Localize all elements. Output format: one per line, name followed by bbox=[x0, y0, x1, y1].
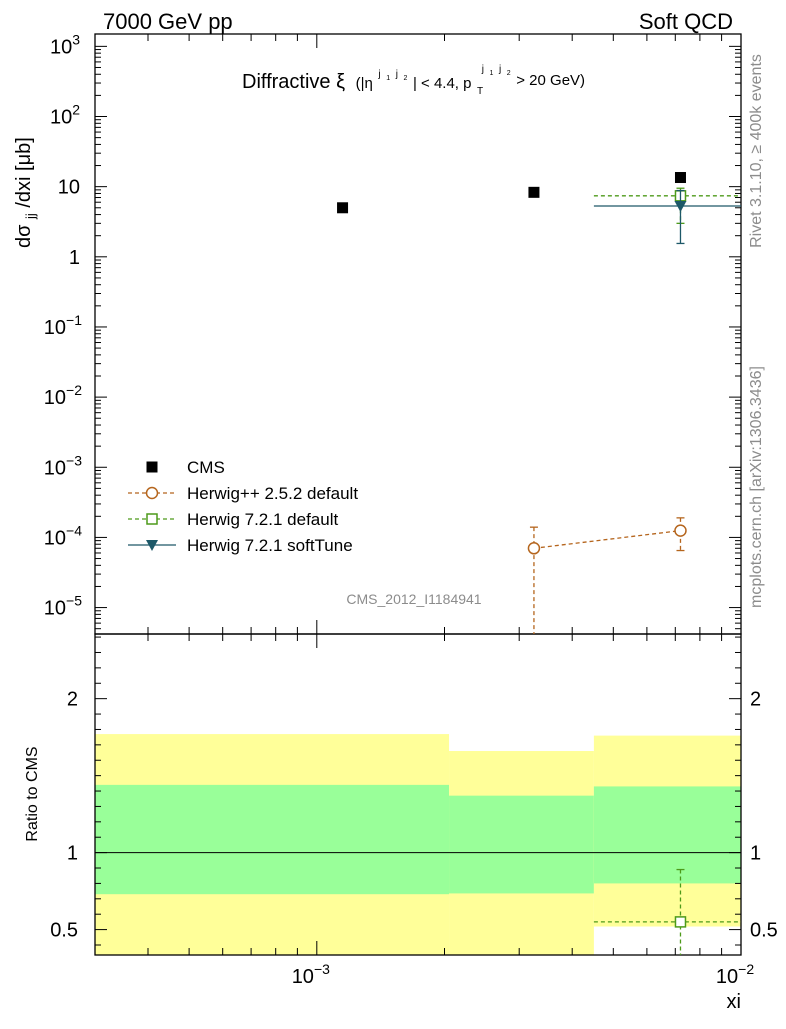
y-tick-label: 103 bbox=[50, 31, 80, 58]
plot-title-sub2: 2 bbox=[403, 75, 407, 82]
y-axis-label: dσ jj /dxi [μb] bbox=[13, 137, 40, 248]
y-tick-label: 10−3 bbox=[44, 452, 82, 479]
legend-entry: Herwig++ 2.5.2 default bbox=[128, 484, 358, 503]
plot-title-sub1: 1 bbox=[386, 75, 390, 82]
header-left: 7000 GeV pp bbox=[103, 9, 233, 34]
header-right: Soft QCD bbox=[639, 9, 733, 34]
ratio-frame bbox=[94, 633, 742, 956]
main-data-point bbox=[674, 172, 686, 184]
y-tick-label: 10−1 bbox=[44, 312, 82, 339]
plot-title-end: > 20 GeV) bbox=[516, 72, 585, 89]
legend: CMS Herwig++ 2.5.2 default Herwig 7.2.1 de… bbox=[128, 458, 358, 555]
ratio-tick-label-left: 1 bbox=[67, 843, 78, 865]
legend-label: CMS bbox=[187, 458, 225, 477]
x-tick-label: 10−2 bbox=[716, 961, 754, 988]
y-tick-label: 10 bbox=[58, 177, 80, 199]
ratio-tick-label-right: 0.5 bbox=[750, 920, 778, 942]
axis-ticks bbox=[94, 34, 742, 955]
plot-title-sub-t: T bbox=[477, 86, 483, 97]
ratio-band-green bbox=[449, 795, 594, 894]
ratio-band-green bbox=[95, 784, 450, 895]
plot-title-sup3: j bbox=[481, 64, 484, 75]
y-axis-label-d: dσ bbox=[13, 224, 35, 248]
y-tick-label: 10−4 bbox=[44, 522, 82, 549]
plot-title-sub3: 1 bbox=[490, 70, 494, 77]
legend-label: Herwig++ 2.5.2 default bbox=[187, 484, 358, 503]
main-data-point bbox=[674, 524, 687, 537]
data-points bbox=[337, 172, 741, 955]
legend-marker bbox=[146, 540, 158, 551]
x-tick-label: 10−3 bbox=[292, 961, 330, 988]
plot-title-sup4: j bbox=[498, 64, 501, 75]
legend-entry: Herwig 7.2.1 softTune bbox=[128, 536, 353, 555]
legend-label: Herwig 7.2.1 default bbox=[187, 510, 338, 529]
legend-marker bbox=[146, 513, 158, 525]
plot-title-main: Diffractive ξ bbox=[242, 71, 345, 93]
ratio-data-point bbox=[674, 916, 687, 928]
x-axis-label: xi bbox=[727, 991, 741, 1013]
plot-title-sup2: j bbox=[395, 69, 398, 80]
legend-marker bbox=[146, 461, 158, 473]
ratio-tick-label-right: 2 bbox=[750, 689, 761, 711]
main-data-point bbox=[527, 542, 541, 555]
y-tick-label: 10−5 bbox=[44, 593, 82, 620]
analysis-id: CMS_2012_I1184941 bbox=[346, 591, 481, 607]
main-series-line bbox=[533, 529, 681, 549]
main-data-point bbox=[337, 202, 349, 214]
plot-title-mid: | < 4.4, p bbox=[413, 75, 472, 92]
ratio-y-axis-label: Ratio to CMS bbox=[24, 746, 41, 841]
plot-title-sub4: 2 bbox=[507, 70, 511, 77]
ratio-tick-label-right: 1 bbox=[750, 843, 761, 865]
legend-entry: Herwig 7.2.1 default bbox=[128, 510, 338, 529]
legend-entry: CMS bbox=[146, 458, 225, 477]
y-tick-label: 10−2 bbox=[44, 382, 82, 409]
y-tick-label: 102 bbox=[50, 102, 80, 129]
main-data-point bbox=[528, 186, 540, 198]
ratio-bands bbox=[95, 734, 741, 955]
plot-title: Diffractive ξ (|η j 1 j 2 | < 4.4, p T j… bbox=[242, 55, 585, 99]
ratio-tick-label-left: 0.5 bbox=[50, 920, 78, 942]
mcplots-label: mcplots.cern.ch [arXiv:1306.3436] bbox=[748, 366, 765, 608]
main-data-point bbox=[674, 201, 687, 213]
ratio-tick-label-left: 2 bbox=[67, 689, 78, 711]
legend-marker bbox=[145, 486, 159, 500]
plot-title-sup1: j bbox=[377, 69, 380, 80]
y-axis-label-rest: /dxi [μb] bbox=[13, 137, 35, 207]
rivet-label: Rivet 3.1.10, ≥ 400k events bbox=[748, 54, 765, 248]
ratio-band-green bbox=[593, 786, 741, 884]
y-axis-label-sub: jj bbox=[23, 213, 38, 220]
plot-title-cut: (|η bbox=[356, 75, 373, 92]
legend-label: Herwig 7.2.1 softTune bbox=[187, 536, 353, 555]
y-tick-label: 1 bbox=[69, 247, 80, 269]
